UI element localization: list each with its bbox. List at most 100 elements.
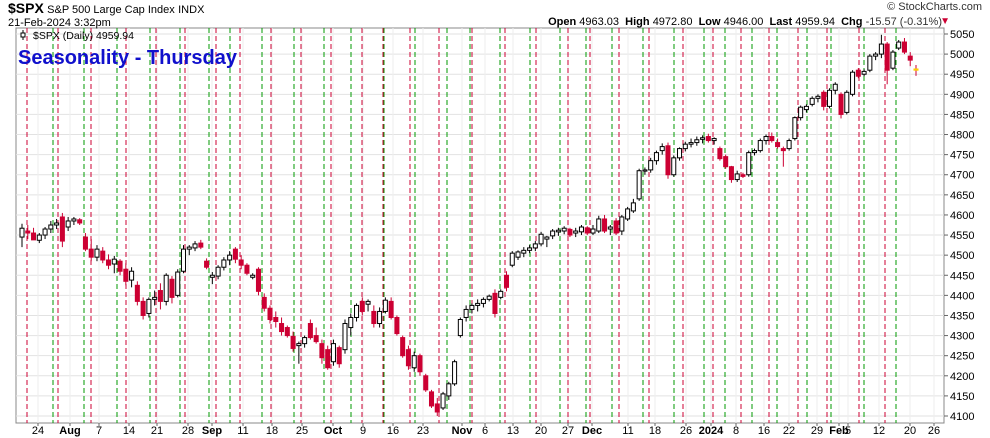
brand-credit[interactable]: © StockCharts.com	[887, 1, 982, 13]
x-tick-label: 12	[873, 425, 885, 437]
candle-body	[751, 150, 758, 154]
candle	[578, 225, 584, 236]
candle-body	[71, 218, 77, 222]
x-tick-label: 18	[649, 425, 661, 437]
candle-body	[475, 302, 481, 306]
candle	[65, 216, 71, 232]
candle	[561, 226, 567, 235]
candle	[884, 42, 890, 85]
candle-body	[867, 55, 873, 71]
symbol: $SPX	[8, 0, 44, 16]
candle	[313, 327, 319, 344]
candle	[169, 276, 175, 304]
candle-body	[48, 224, 54, 230]
y-tick-label: 4800	[950, 130, 974, 142]
candle	[792, 116, 798, 141]
x-tick-label: 14	[123, 425, 135, 437]
candle	[186, 245, 192, 256]
x-tick-label: Oct	[324, 425, 343, 437]
candle	[42, 227, 48, 240]
candle	[509, 251, 515, 268]
chg-label: Chg	[841, 16, 863, 28]
candle	[180, 245, 187, 274]
candle-body	[538, 233, 544, 245]
candle	[261, 293, 267, 312]
candle-body	[873, 53, 879, 57]
candle	[54, 218, 60, 230]
candle-body	[284, 327, 290, 337]
candle	[59, 212, 65, 248]
candle-body	[382, 299, 388, 312]
candle	[619, 214, 625, 236]
candle	[515, 250, 521, 260]
candle-body	[405, 349, 411, 367]
x-tick-label: 18	[266, 425, 278, 437]
candle	[36, 233, 42, 244]
candle-body	[19, 227, 25, 238]
candle-body	[36, 234, 42, 241]
candle-body	[821, 91, 827, 107]
candle-body	[590, 228, 596, 234]
candle	[705, 133, 711, 143]
symbol-description: S&P 500 Large Cap Index	[47, 4, 175, 16]
candle-body	[832, 83, 838, 91]
y-tick-label: 4100	[950, 411, 974, 423]
candle-body	[359, 300, 365, 312]
candle	[850, 70, 856, 97]
candle	[480, 297, 486, 308]
candle-body	[54, 222, 60, 226]
open-label: Open	[548, 16, 577, 28]
candle	[111, 255, 117, 274]
candle	[913, 64, 919, 76]
x-tick-label: Dec	[582, 425, 602, 437]
candle	[821, 90, 827, 111]
candle	[302, 335, 308, 348]
candle-body	[25, 230, 31, 234]
x-tick-label: Aug	[59, 425, 80, 437]
candle	[388, 297, 394, 320]
candle	[671, 155, 677, 177]
candle	[267, 305, 273, 324]
candle-body	[348, 316, 354, 329]
candle	[602, 214, 608, 234]
candle	[423, 373, 429, 392]
candle	[336, 345, 342, 368]
last-label: Last	[769, 16, 793, 28]
candle	[371, 305, 377, 328]
candle-body	[850, 71, 856, 95]
candle-body	[763, 136, 769, 142]
candle	[555, 227, 561, 236]
candle-body	[434, 403, 440, 413]
candle-body	[486, 295, 492, 300]
x-tick-label: Feb	[829, 425, 849, 437]
x-axis: 24 Aug 7 14 21 28 Sep 11 18 25 Oct 9 16 23 Nov 6 13 20 27 D…	[32, 423, 940, 437]
y-tick-label: 4200	[950, 371, 974, 383]
candle	[642, 167, 648, 175]
candle-body	[878, 43, 884, 55]
candle	[475, 299, 481, 312]
candle	[896, 40, 902, 51]
candle	[901, 38, 907, 55]
candle-body	[717, 148, 723, 160]
y-tick-label: 4550	[950, 230, 974, 242]
candle-body	[636, 170, 642, 200]
y-tick-label: 4600	[950, 210, 974, 222]
candle-body	[688, 142, 694, 145]
candle-body	[896, 41, 902, 49]
x-tick-label: 16	[387, 425, 399, 437]
candle-body	[117, 260, 123, 272]
series-icon	[20, 30, 26, 40]
plot-frame	[15, 27, 945, 424]
candle	[77, 218, 83, 225]
ohlc-readout: Open 4963.03 High 4972.80 Low 4946.00 La…	[548, 16, 942, 28]
candle	[780, 146, 786, 167]
candle-body	[238, 259, 244, 266]
candle	[330, 339, 336, 366]
y-axis: 4100 4150 4200 4250 4300 4350 4400 4450 4500 4550…	[944, 29, 974, 423]
candle	[192, 241, 198, 252]
candle	[140, 297, 146, 320]
candle-body	[255, 268, 261, 292]
candle-body	[105, 259, 112, 266]
candle-body	[123, 268, 129, 282]
